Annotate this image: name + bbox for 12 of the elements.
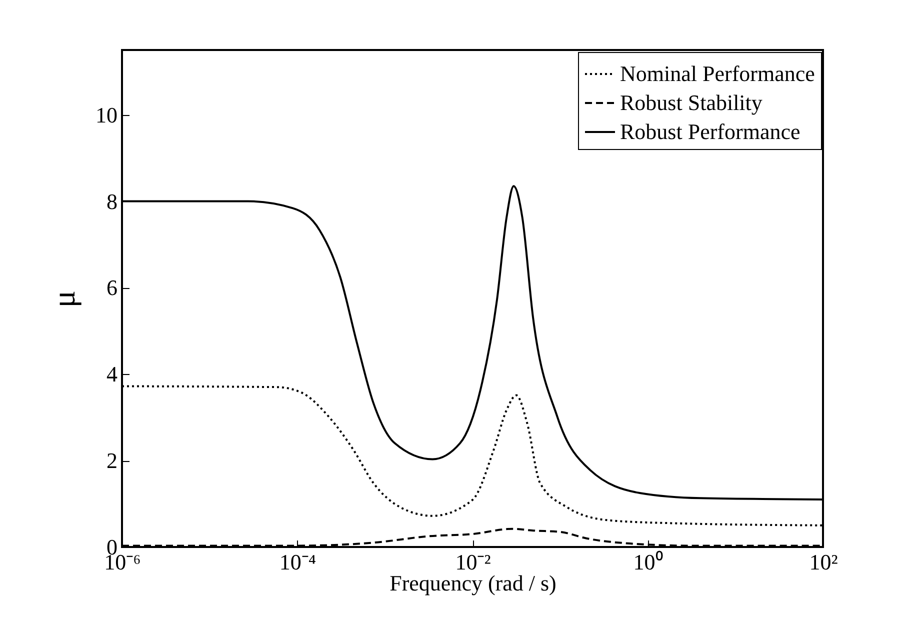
y-tick-label: 2	[106, 448, 118, 474]
y-tick-label: 6	[106, 275, 118, 300]
y-tick-label: 10	[96, 102, 118, 128]
y-tick-label: 4	[106, 362, 118, 387]
y-tick-label: 8	[106, 188, 118, 214]
x-tick-label: 10⁰	[633, 550, 664, 574]
legend-label: Robust Stability	[620, 90, 762, 115]
legend-label: Robust Performance	[620, 119, 800, 144]
legend-label: Nominal Performance	[620, 61, 815, 86]
x-tick-label: 10⁻⁴	[279, 550, 316, 574]
y-axis-title: μ	[46, 290, 82, 308]
x-tick-label: 10²	[809, 550, 838, 574]
